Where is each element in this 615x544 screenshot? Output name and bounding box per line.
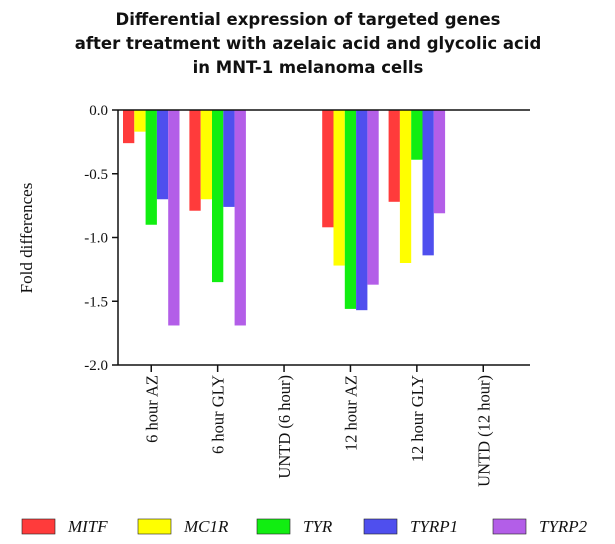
legend-item-mitf: MITF bbox=[21, 517, 108, 536]
bar-tyrp2-4 bbox=[367, 110, 379, 285]
y-tick-label: 0.0 bbox=[89, 103, 108, 119]
x-category-label: 6 hour GLY bbox=[209, 375, 228, 454]
bar-tyrp1-4 bbox=[356, 110, 368, 311]
legend-item-mc1r: MC1R bbox=[137, 517, 229, 536]
y-tick-label: -0.5 bbox=[84, 167, 108, 183]
bar-tyrp1-2 bbox=[223, 110, 235, 207]
bar-mc1r-5 bbox=[399, 110, 412, 263]
legend-label: TYRP1 bbox=[410, 517, 458, 536]
bar-tyrp2-5 bbox=[433, 110, 446, 214]
legend-item-tyr: TYR bbox=[256, 517, 333, 536]
legend-label: TYR bbox=[303, 517, 333, 536]
bar-tyr-2 bbox=[212, 110, 224, 283]
plot-area: 0.0 -0.5 -1.0 -1.5 -2.0 6 hour AZ 6 hour GLY UN… bbox=[84, 103, 530, 487]
legend-label: TYRP2 bbox=[539, 517, 588, 536]
legend-swatch bbox=[492, 518, 527, 535]
y-axis-title: Fold differences bbox=[17, 183, 36, 294]
bar-tyr-4 bbox=[344, 110, 357, 309]
chart-title-line-3: in MNT-1 melanoma cells bbox=[193, 58, 424, 77]
bar-tyrp2-2 bbox=[234, 110, 246, 326]
legend-label: MITF bbox=[67, 517, 108, 536]
bar-mc1r-4 bbox=[333, 110, 345, 266]
bar-tyr-1 bbox=[145, 110, 157, 225]
bar-mitf-4 bbox=[322, 110, 334, 228]
legend-swatch bbox=[21, 518, 56, 535]
bar-mitf-1 bbox=[123, 110, 135, 144]
bar-mc1r-1 bbox=[134, 110, 146, 132]
bar-mitf-5 bbox=[388, 110, 400, 202]
x-category-label: UNTD (6 hour) bbox=[275, 375, 294, 479]
chart-title-line-2: after treatment with azelaic acid and gl… bbox=[75, 34, 542, 53]
chart-title-line-1: Differential expression of targeted gene… bbox=[116, 10, 501, 29]
x-category-label: UNTD (12 hour) bbox=[474, 375, 493, 487]
y-tick-label: -2.0 bbox=[84, 358, 108, 374]
legend: MITF MC1R TYR TYRP1 TYRP2 bbox=[21, 517, 588, 536]
y-tick-label: -1.5 bbox=[84, 294, 108, 310]
bar-tyr-5 bbox=[411, 110, 423, 160]
legend-item-tyrp1: TYRP1 bbox=[363, 517, 458, 536]
y-tick-label: -1.0 bbox=[84, 231, 108, 247]
x-category-label: 12 hour GLY bbox=[408, 375, 427, 462]
legend-swatch bbox=[256, 518, 291, 535]
legend-label: MC1R bbox=[183, 517, 229, 536]
bar-mc1r-2 bbox=[200, 110, 212, 200]
legend-swatch bbox=[363, 518, 398, 535]
chart-title: Differential expression of targeted gene… bbox=[75, 10, 542, 77]
bar-mitf-2 bbox=[189, 110, 201, 211]
bar-tyrp1-5 bbox=[422, 110, 434, 256]
bar-tyrp1-1 bbox=[156, 110, 169, 200]
x-category-label: 12 hour AZ bbox=[341, 375, 360, 451]
bar-tyrp2-1 bbox=[168, 110, 180, 326]
x-category-label: 6 hour AZ bbox=[142, 375, 161, 443]
legend-swatch bbox=[137, 518, 172, 535]
legend-item-tyrp2: TYRP2 bbox=[492, 517, 588, 536]
